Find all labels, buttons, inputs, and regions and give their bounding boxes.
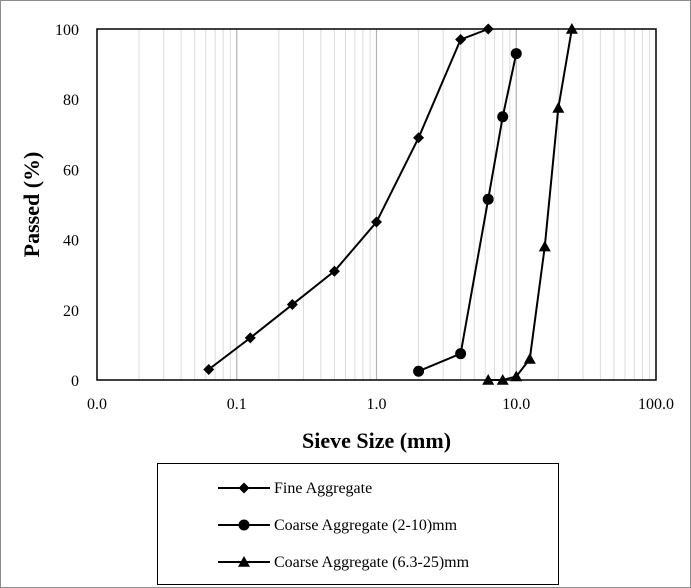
x-tick-label: 10.0 — [502, 396, 530, 413]
data-point — [413, 132, 425, 144]
data-point — [523, 352, 536, 364]
data-point — [286, 299, 298, 311]
data-point — [538, 240, 551, 252]
data-point — [510, 48, 522, 60]
x-axis-title: Sieve Size (mm) — [302, 428, 451, 453]
y-tick-label: 40 — [63, 233, 79, 250]
legend-marker — [238, 519, 250, 531]
grid-layer — [138, 29, 651, 380]
y-tick-label: 100 — [55, 22, 79, 39]
y-axis-title: Passed (%) — [19, 152, 44, 258]
plot-area-frame — [96, 28, 657, 381]
y-tick-label: 80 — [63, 92, 79, 109]
series-layer — [203, 23, 578, 385]
legend: Fine Aggregate Coarse Aggregate (2-10)mm C… — [157, 463, 559, 585]
x-tick-label: 100.0 — [638, 396, 674, 413]
data-point — [244, 332, 256, 344]
legend-label: Coarse Aggregate (2-10)mm — [274, 517, 458, 534]
data-point — [510, 370, 523, 382]
data-point — [497, 111, 509, 123]
legend-svg: Fine Aggregate Coarse Aggregate (2-10)mm C… — [218, 480, 470, 571]
data-point — [371, 216, 382, 228]
legend-entry: Coarse Aggregate (6.3-25)mm — [218, 554, 470, 571]
data-point — [552, 101, 565, 113]
data-point — [482, 23, 494, 35]
legend-entry: Fine Aggregate — [218, 480, 372, 497]
series-2 — [413, 48, 522, 377]
y-tick-label: 0 — [71, 373, 79, 390]
data-point — [413, 365, 425, 377]
legend-marker — [238, 482, 250, 494]
x-tick-labels: 0.0 0.1 1.0 10.0 100.0 — [87, 396, 674, 413]
series-line — [488, 28, 573, 381]
legend-label: Coarse Aggregate (6.3-25)mm — [274, 554, 470, 571]
legend-label: Fine Aggregate — [274, 480, 372, 497]
legend-entry: Coarse Aggregate (2-10)mm — [218, 517, 458, 534]
series-1 — [203, 23, 494, 375]
series-3 — [482, 23, 578, 385]
x-tick-label: 1.0 — [367, 396, 387, 413]
data-point — [455, 348, 467, 360]
data-point — [328, 265, 340, 277]
y-tick-label: 60 — [63, 162, 79, 179]
data-point — [455, 34, 467, 46]
legend-marker — [238, 556, 250, 567]
y-tick-labels: 0 20 40 60 80 100 — [55, 22, 79, 390]
x-tick-label: 0.0 — [87, 396, 107, 413]
data-point — [565, 23, 578, 34]
data-point — [482, 374, 495, 385]
series-line — [208, 28, 489, 371]
data-point — [203, 363, 215, 375]
x-tick-label: 0.1 — [227, 396, 247, 413]
y-tick-label: 20 — [63, 303, 79, 320]
data-point — [496, 374, 509, 385]
data-point — [482, 193, 494, 205]
